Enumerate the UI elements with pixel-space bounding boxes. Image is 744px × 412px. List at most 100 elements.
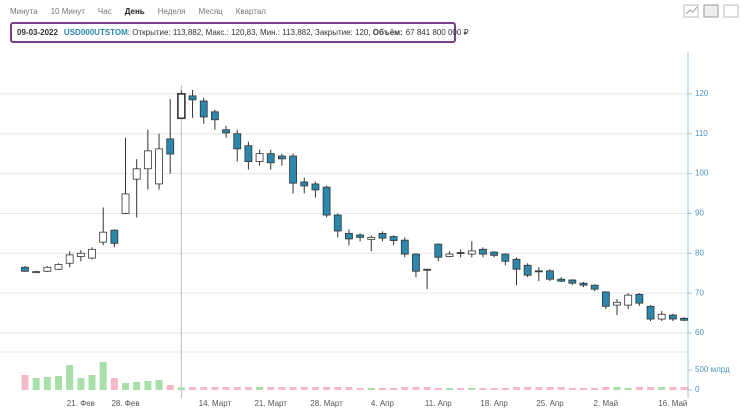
volume-bar — [133, 382, 141, 390]
volume-bar — [66, 365, 74, 390]
candle-body — [21, 266, 29, 272]
tab[interactable]: Квартал — [235, 6, 266, 16]
info-ticker: USD000UTSTOM — [63, 28, 128, 37]
volume-bar — [457, 388, 465, 390]
y-tick-label: 90 — [695, 209, 704, 218]
candle-body — [88, 248, 96, 259]
volume-bar — [356, 388, 364, 390]
toolbar: Минута 10 Минут Час День Неделя Месяц Квартал — [0, 0, 744, 22]
volume-bar — [412, 387, 420, 390]
y-tick-label: 500 млрд — [695, 365, 730, 374]
info-box: 09-03-2022 USD000UTSTOM: Открытие: 113,88… — [10, 22, 469, 43]
volume-bar — [635, 387, 643, 390]
candle-body — [155, 148, 163, 185]
candle-body — [680, 317, 688, 321]
volume-bar — [390, 388, 398, 390]
candle-body — [188, 95, 197, 101]
volume-bar — [278, 387, 286, 390]
candle-body — [557, 278, 566, 282]
volume-bar — [680, 387, 688, 390]
candle-body — [132, 168, 141, 180]
tab[interactable]: 10 Минут — [50, 6, 85, 16]
volume-bar — [77, 378, 85, 390]
y-tick-label: 80 — [695, 248, 704, 257]
candle-body — [210, 111, 219, 121]
volume-bar — [602, 387, 610, 390]
y-tick-label: 100 — [695, 169, 709, 178]
candle-body — [590, 284, 599, 290]
tab[interactable]: Минута — [10, 6, 38, 16]
icon-candle[interactable] — [703, 4, 719, 18]
x-tick-label: 14. Март — [199, 399, 232, 408]
volume-bar — [591, 388, 599, 390]
y-tick-label: 110 — [695, 129, 708, 138]
tab[interactable]: Месяц — [198, 6, 223, 16]
tab[interactable]: День — [124, 6, 145, 16]
candle-body — [646, 305, 655, 320]
info-volume: 67 841 800 000 ₽ — [405, 28, 469, 37]
candle-body — [356, 234, 365, 238]
volume-bar — [21, 375, 29, 390]
candle-body — [43, 266, 52, 272]
candle-body — [467, 250, 476, 255]
volume-bar — [99, 362, 107, 390]
candle-body — [300, 181, 309, 187]
volume-bar — [300, 387, 308, 390]
candle-body — [434, 243, 443, 258]
x-tick-label: 21. Март — [254, 399, 287, 408]
candle-body — [624, 294, 633, 306]
candle-body — [333, 214, 342, 232]
candle-body — [378, 232, 387, 239]
volume-bar — [323, 387, 331, 390]
candle-body — [367, 236, 376, 240]
volume-bar — [378, 388, 386, 390]
candle-body — [99, 231, 108, 243]
candle-body — [199, 100, 208, 118]
x-tick-label: 18. Апр — [480, 399, 508, 408]
icon-bar[interactable] — [723, 4, 739, 18]
candle-body — [613, 301, 621, 306]
candle-body — [568, 279, 577, 284]
candle-body — [389, 236, 398, 241]
volume-bar — [166, 385, 174, 390]
x-tick-label: 16. Май — [658, 399, 687, 408]
volume-bar — [244, 387, 252, 390]
volume-bar — [434, 388, 442, 390]
tab[interactable]: Неделя — [157, 6, 186, 16]
candle-body — [65, 254, 74, 264]
volume-bar — [311, 387, 319, 390]
volume-bar — [144, 381, 152, 390]
candle-body — [501, 253, 510, 262]
volume-bar — [200, 387, 208, 390]
volume-bar — [568, 388, 576, 390]
candle-body — [177, 93, 186, 120]
chart-type-icons[interactable] — [683, 4, 739, 18]
tab[interactable]: Час — [97, 6, 112, 16]
volume-bar — [535, 387, 543, 390]
volume-bar — [222, 387, 230, 390]
volume-bar — [43, 377, 51, 390]
candle-body — [479, 248, 487, 255]
candle-body — [601, 291, 610, 307]
icon-line[interactable] — [683, 4, 699, 18]
candle-body — [244, 145, 253, 163]
volume-bar — [580, 388, 587, 390]
volume-bar — [501, 388, 509, 390]
x-tick-label: 2. Май — [594, 399, 619, 408]
candle-body — [32, 271, 41, 274]
volume-bar — [445, 388, 453, 390]
icon-line-glyph — [685, 6, 698, 15]
candle-body — [412, 253, 420, 272]
volume-bar — [524, 387, 532, 390]
info-details: : Открытие: 113,882, Макс.: 120,83, Мин.… — [127, 28, 373, 37]
candle-body — [121, 193, 130, 214]
candle-body — [490, 251, 499, 256]
candle-body — [166, 138, 175, 155]
volume-bar — [189, 387, 197, 390]
candle-body — [523, 264, 532, 276]
candle-body — [534, 270, 543, 273]
candle-body — [289, 155, 297, 184]
y-tick-label: 0 — [695, 385, 700, 394]
volume-bar — [345, 387, 353, 390]
